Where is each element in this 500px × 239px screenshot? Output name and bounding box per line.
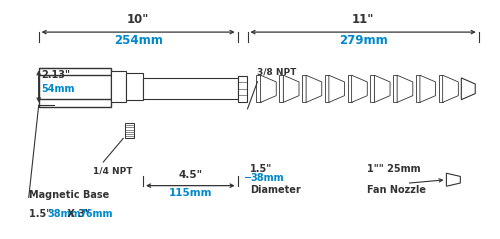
Bar: [279, 75, 283, 102]
Bar: [416, 75, 420, 102]
Bar: [393, 75, 397, 102]
Text: X 3": X 3": [64, 209, 94, 219]
Bar: [256, 75, 260, 102]
Polygon shape: [260, 75, 276, 102]
Bar: [438, 75, 442, 102]
Text: 10": 10": [127, 13, 150, 26]
Bar: [238, 76, 246, 102]
Polygon shape: [284, 75, 299, 102]
Bar: [126, 73, 143, 100]
Text: Diameter: Diameter: [250, 185, 301, 195]
Polygon shape: [442, 75, 458, 102]
Text: 11": 11": [352, 13, 374, 26]
Bar: [38, 75, 111, 99]
Text: Magnetic Base: Magnetic Base: [28, 190, 109, 200]
Text: 1"" 25mm: 1"" 25mm: [367, 164, 420, 174]
Text: 279mm: 279mm: [338, 34, 388, 48]
Polygon shape: [446, 173, 460, 186]
Text: 115mm: 115mm: [168, 188, 212, 198]
Text: Fan Nozzle: Fan Nozzle: [367, 185, 426, 195]
Polygon shape: [374, 75, 390, 102]
Text: 38mm: 38mm: [48, 209, 82, 219]
Bar: [143, 78, 238, 99]
Text: 76mm: 76mm: [80, 209, 113, 219]
Polygon shape: [397, 75, 413, 102]
Text: 254mm: 254mm: [114, 34, 162, 48]
Text: 4.5": 4.5": [178, 170, 203, 180]
Bar: [302, 75, 306, 102]
Text: 1.5": 1.5": [250, 164, 272, 174]
Polygon shape: [306, 75, 322, 102]
Polygon shape: [352, 75, 368, 102]
Bar: [111, 71, 126, 103]
Text: 1.5": 1.5": [28, 209, 54, 219]
Bar: [38, 68, 111, 107]
Bar: [324, 75, 329, 102]
Polygon shape: [329, 75, 344, 102]
Text: 38mm: 38mm: [250, 173, 284, 183]
Bar: [370, 75, 374, 102]
Text: 1/4 NPT: 1/4 NPT: [94, 167, 133, 176]
Polygon shape: [420, 75, 436, 102]
Text: 2.13": 2.13": [41, 70, 70, 80]
Polygon shape: [462, 78, 475, 100]
Text: 3/8 NPT: 3/8 NPT: [258, 68, 297, 77]
Bar: [124, 123, 134, 138]
Bar: [348, 75, 352, 102]
Text: 54mm: 54mm: [41, 84, 74, 94]
